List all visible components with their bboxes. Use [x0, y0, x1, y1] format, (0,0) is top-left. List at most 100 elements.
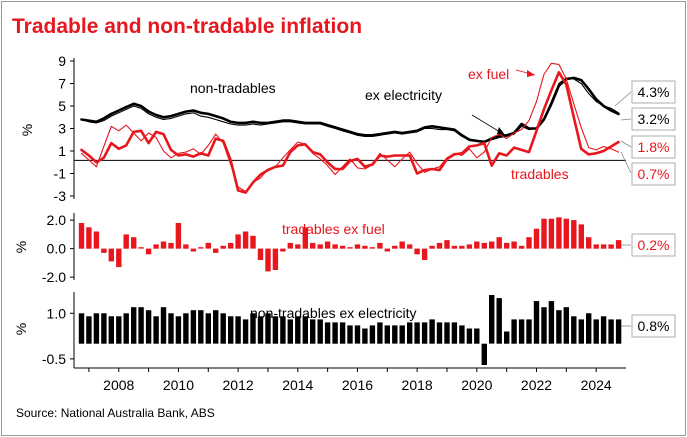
- bar: [108, 248, 114, 262]
- series-line-non-tradables: [80, 76, 620, 144]
- bar: [198, 310, 204, 344]
- bar: [436, 242, 443, 249]
- bar: [377, 322, 383, 344]
- y-tick-label: 1: [58, 143, 66, 159]
- bar: [511, 241, 517, 249]
- bar: [407, 244, 413, 249]
- bar: [518, 245, 525, 249]
- end-label-tradables: 1.8%: [631, 135, 676, 159]
- bar: [459, 325, 465, 344]
- bar: [526, 237, 532, 249]
- annotation-tradables: tradables: [511, 166, 569, 182]
- bar: [533, 301, 540, 344]
- bar: [421, 248, 428, 260]
- bar: [586, 237, 592, 249]
- y-axis-label: %: [13, 241, 29, 253]
- bar: [481, 242, 487, 249]
- bar: [257, 248, 264, 260]
- y-tick-label: 2.0: [47, 212, 67, 228]
- bar: [86, 316, 92, 344]
- end-label-ex-electricity: 3.2%: [631, 107, 676, 131]
- x-tick-label: 2012: [223, 377, 254, 393]
- y-tick-label: -0.5: [42, 351, 66, 367]
- bar: [347, 325, 353, 344]
- bar: [302, 316, 308, 344]
- bar: [310, 242, 316, 249]
- x-tick-label: 2018: [402, 377, 433, 393]
- x-tick-label: 2014: [282, 377, 313, 393]
- bar: [280, 316, 286, 344]
- bar: [563, 218, 569, 249]
- bar: [280, 248, 286, 252]
- bar: [451, 322, 458, 344]
- bar: [295, 244, 301, 249]
- end-label-text: 0.7%: [638, 166, 670, 182]
- annotation-ex-fuel: ex fuel: [468, 66, 509, 82]
- bar: [175, 223, 182, 249]
- x-tick-label: 2010: [163, 377, 194, 393]
- bar: [213, 310, 219, 344]
- bar: [563, 307, 569, 344]
- bar: [250, 235, 256, 249]
- bar: [384, 248, 390, 252]
- bar: [310, 319, 316, 344]
- bar: [504, 331, 510, 344]
- bar: [399, 241, 405, 249]
- bar: [287, 319, 293, 344]
- bar: [466, 244, 473, 249]
- source-note: Source: National Australia Bank, ABS: [16, 406, 215, 420]
- panel-title: tradables ex fuel: [282, 221, 385, 237]
- bar: [220, 245, 226, 249]
- bar: [571, 220, 577, 249]
- x-tick-label: 2020: [461, 377, 492, 393]
- bar: [481, 343, 487, 365]
- end-label-box: [631, 233, 676, 257]
- connector: [614, 91, 632, 107]
- y-axis-label: %: [13, 323, 29, 335]
- y-tick-label: 9: [58, 53, 66, 69]
- series-lines: [80, 62, 620, 194]
- bar: [183, 313, 189, 344]
- y-tick-label: -3: [54, 188, 67, 204]
- bar: [332, 322, 338, 344]
- end-label-connectors: [614, 91, 632, 174]
- bar: [444, 240, 450, 249]
- bar: [145, 248, 152, 255]
- chart-title: Tradable and non-tradable inflation: [12, 15, 362, 38]
- bar: [145, 310, 152, 344]
- bar: [131, 237, 137, 249]
- bar: [213, 248, 219, 253]
- bar: [250, 313, 256, 344]
- bar: [436, 322, 443, 344]
- x-tick-label: 2008: [103, 377, 134, 393]
- panel-non-tradables-ex-electricity: % 1.0 -0.5 non-tradables ex electricity 0…: [13, 292, 676, 368]
- bar: [190, 248, 197, 252]
- bar: [369, 325, 376, 344]
- bar: [235, 316, 241, 344]
- bar: [175, 316, 182, 344]
- bar: [324, 241, 331, 249]
- bar: [548, 301, 555, 344]
- y-ticks: 1.0 -0.5: [42, 305, 74, 367]
- end-label-text: 3.2%: [638, 111, 670, 127]
- bar: [414, 248, 420, 255]
- bar: [571, 316, 577, 344]
- end-label-ex-fuel: 0.7%: [631, 162, 676, 186]
- x-tick-label: 2022: [521, 377, 552, 393]
- bar: [556, 310, 562, 344]
- bar: [317, 319, 323, 344]
- y-ticks: 9 7 5 3 1 -1 -3: [54, 53, 74, 204]
- bar: [593, 319, 599, 344]
- bar: [518, 319, 525, 344]
- bar: [339, 322, 346, 344]
- end-label-text: 0.2%: [638, 237, 670, 253]
- bar: [347, 247, 353, 249]
- bar: [257, 316, 264, 344]
- y-tick-label: 3: [58, 121, 66, 137]
- bar: [138, 307, 144, 344]
- bar: [421, 322, 428, 344]
- bar: [615, 240, 622, 249]
- bar: [600, 244, 607, 249]
- bar: [332, 244, 338, 249]
- bar: [93, 231, 100, 249]
